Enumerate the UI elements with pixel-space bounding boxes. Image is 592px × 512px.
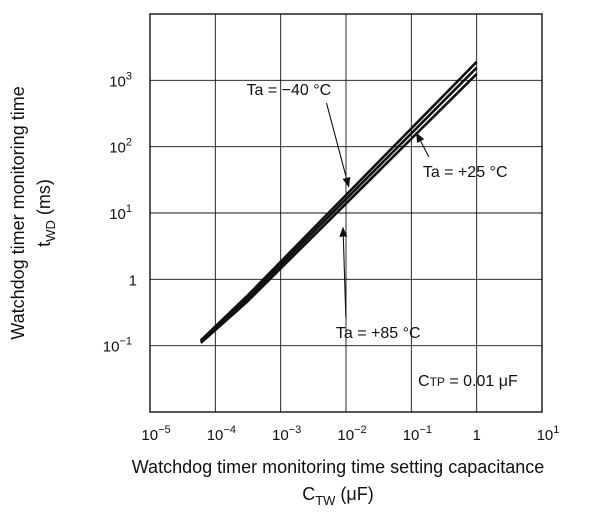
plot-frame <box>149 13 543 413</box>
series-line-t_p85 <box>199 72 478 344</box>
annotation-layer: Ta = −40 °C Ta = +25 °C Ta = +85 °C <box>247 82 508 342</box>
x-axis-symbol: CTW (μF) <box>302 484 374 508</box>
series-layer <box>199 60 478 344</box>
y-tick-label: 1 <box>129 272 137 289</box>
series-line-t_p25 <box>199 66 478 343</box>
annotation-label: Ta = +25 °C <box>423 164 508 181</box>
y-tick-labels: 10−1 1 101 102 103 <box>103 70 137 355</box>
y-tick-label: 10−1 <box>103 336 132 356</box>
annotation-label: Ta = +85 °C <box>336 325 421 342</box>
annotation-arrow <box>339 226 348 319</box>
annotation-arrow <box>416 132 430 158</box>
condition-label: CTP = 0.01 μF <box>418 373 518 390</box>
x-tick-label: 10−5 <box>141 424 170 444</box>
series-line-t_m40 <box>199 60 478 342</box>
x-tick-label: 101 <box>537 424 560 444</box>
annotation-label: Ta = −40 °C <box>247 82 332 99</box>
x-tick-labels: 10−5 10−4 10−3 10−2 10−1 1 101 <box>141 424 559 444</box>
x-tick-label: 1 <box>472 427 480 444</box>
x-axis-title: Watchdog timer monitoring time setting c… <box>132 457 545 477</box>
annotation-arrow <box>325 102 351 188</box>
grid <box>150 14 542 412</box>
y-axis-symbol: tWD (ms) <box>34 179 58 247</box>
y-tick-label: 101 <box>109 203 132 223</box>
x-tick-label: 10−4 <box>207 424 236 444</box>
x-tick-label: 10−3 <box>272 424 301 444</box>
y-axis-title: Watchdog timer monitoring time <box>8 86 28 339</box>
x-tick-label: 10−1 <box>403 424 432 444</box>
y-tick-label: 102 <box>109 137 132 157</box>
x-tick-label: 10−2 <box>337 424 366 444</box>
y-tick-label: 103 <box>109 70 132 90</box>
